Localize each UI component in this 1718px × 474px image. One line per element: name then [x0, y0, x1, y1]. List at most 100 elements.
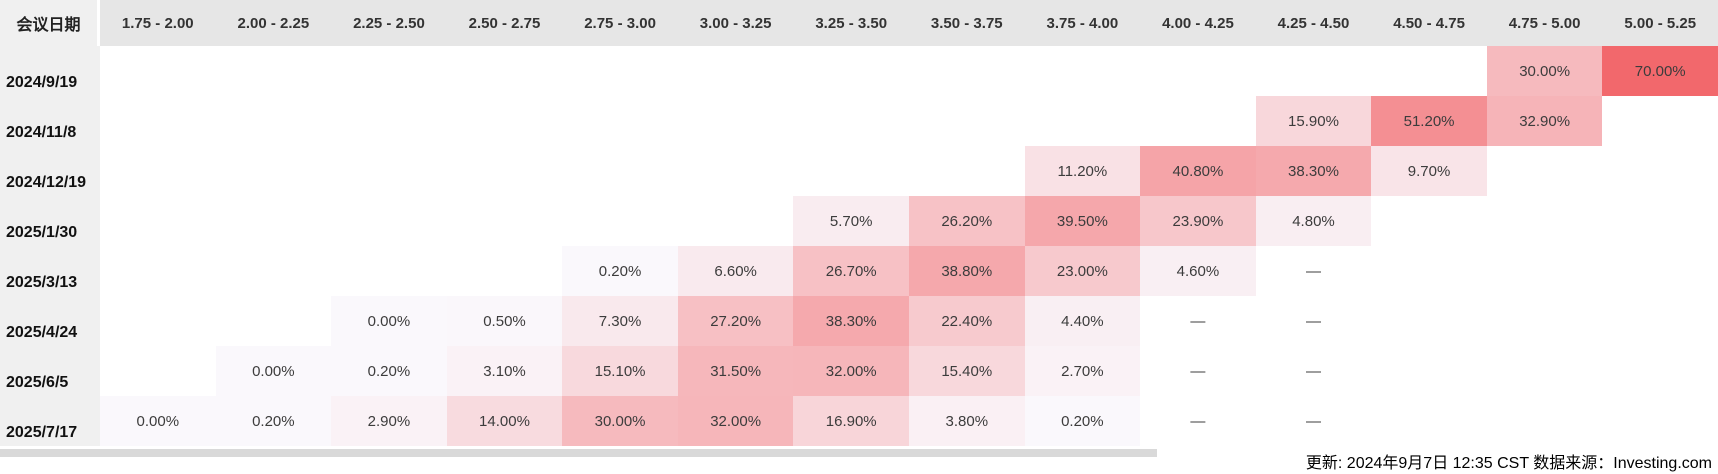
heatmap-cell: 4.40%	[1024, 296, 1141, 346]
heatmap-cell	[793, 46, 909, 96]
heatmap-cell: 5.70%	[793, 196, 909, 246]
column-header: 3.50 - 3.75	[908, 0, 1025, 46]
column-header: 2.00 - 2.25	[215, 0, 332, 46]
row-label: 2025/6/5	[0, 346, 100, 396]
heatmap-cell	[793, 96, 909, 146]
heatmap-cell	[1486, 346, 1603, 396]
heatmap-cell: 38.30%	[1255, 146, 1372, 196]
column-header: 2.75 - 3.00	[562, 0, 678, 46]
heatmap-cell	[331, 96, 447, 146]
heatmap-cell	[677, 146, 794, 196]
heatmap-cell	[446, 246, 563, 296]
heatmap-cell	[1371, 346, 1487, 396]
heatmap-cell: 11.20%	[1024, 146, 1141, 196]
heatmap-cell	[1602, 196, 1718, 246]
heatmap-cell: 6.60%	[677, 246, 794, 296]
heatmap-cell: 7.30%	[562, 296, 678, 346]
heatmap-cell	[1024, 96, 1141, 146]
heatmap-cell	[908, 46, 1025, 96]
heatmap-cell	[446, 146, 563, 196]
heatmap-cell: 26.70%	[793, 246, 909, 296]
column-header: 5.00 - 5.25	[1602, 0, 1718, 46]
row-label: 2025/4/24	[0, 296, 100, 346]
heatmap-cell: 4.60%	[1140, 246, 1256, 296]
heatmap-cell	[1486, 196, 1603, 246]
heatmap-cell: 30.00%	[1486, 46, 1603, 96]
heatmap-cell	[1140, 96, 1256, 146]
heatmap-cell	[100, 246, 216, 296]
heatmap-cell: 16.90%	[793, 396, 909, 446]
heatmap-cell: 27.20%	[677, 296, 794, 346]
heatmap-cell	[1486, 246, 1603, 296]
heatmap-cell: —	[1255, 346, 1372, 396]
heatmap-cell: 32.00%	[677, 396, 794, 446]
heatmap-cell: 38.30%	[793, 296, 909, 346]
horizontal-scrollbar[interactable]	[0, 449, 1157, 457]
heatmap-cell	[1602, 146, 1718, 196]
column-header: 4.00 - 4.25	[1140, 0, 1256, 46]
heatmap-cell	[215, 196, 332, 246]
heatmap-cell	[1140, 46, 1256, 96]
heatmap-cell: 14.00%	[446, 396, 563, 446]
heatmap-cell: 32.90%	[1486, 96, 1603, 146]
heatmap-cell: 22.40%	[908, 296, 1025, 346]
heatmap-cell	[100, 296, 216, 346]
heatmap-cell	[215, 96, 332, 146]
heatmap-cell	[100, 96, 216, 146]
heatmap-cell	[100, 46, 216, 96]
heatmap-cell	[215, 296, 332, 346]
heatmap-cell	[1602, 396, 1718, 446]
heatmap-cell: —	[1140, 396, 1256, 446]
heatmap-cell	[331, 46, 447, 96]
heatmap-cell: 0.20%	[215, 396, 332, 446]
heatmap-cell	[331, 146, 447, 196]
heatmap-cell	[1024, 46, 1141, 96]
heatmap-cell	[562, 96, 678, 146]
heatmap-cell: 0.00%	[331, 296, 447, 346]
heatmap-cell	[1602, 96, 1718, 146]
heatmap-cell	[331, 246, 447, 296]
column-header: 2.50 - 2.75	[446, 0, 563, 46]
heatmap-cell	[1486, 296, 1603, 346]
heatmap-cell	[331, 196, 447, 246]
row-label: 2024/9/19	[0, 46, 100, 96]
heatmap-cell	[1602, 246, 1718, 296]
column-header: 1.75 - 2.00	[100, 0, 216, 46]
heatmap-cell	[100, 346, 216, 396]
heatmap-cell: 15.10%	[562, 346, 678, 396]
heatmap-cell	[1602, 346, 1718, 396]
heatmap-cell: 23.00%	[1024, 246, 1141, 296]
column-header: 3.75 - 4.00	[1024, 0, 1141, 46]
heatmap-cell: 0.00%	[215, 346, 332, 396]
heatmap-cell: 31.50%	[677, 346, 794, 396]
heatmap-cell: —	[1255, 296, 1372, 346]
heatmap-cell	[215, 46, 332, 96]
column-header: 4.50 - 4.75	[1371, 0, 1487, 46]
heatmap-cell: 39.50%	[1024, 196, 1141, 246]
heatmap-cell: —	[1255, 246, 1372, 296]
heatmap-cell: 38.80%	[908, 246, 1025, 296]
column-header: 3.00 - 3.25	[677, 0, 794, 46]
heatmap-cell	[1371, 246, 1487, 296]
heatmap-cell: 3.80%	[908, 396, 1025, 446]
column-header: 4.25 - 4.50	[1255, 0, 1372, 46]
heatmap-cell: 32.00%	[793, 346, 909, 396]
corner-header: 会议日期	[0, 0, 100, 46]
heatmap-cell	[908, 146, 1025, 196]
heatmap-cell	[1371, 396, 1487, 446]
heatmap-cell	[1486, 146, 1603, 196]
row-label: 2024/12/19	[0, 146, 100, 196]
heatmap-cell: 3.10%	[446, 346, 563, 396]
column-header: 2.25 - 2.50	[331, 0, 447, 46]
heatmap-cell: 0.20%	[562, 246, 678, 296]
row-label: 2025/7/17	[0, 396, 100, 446]
heatmap-cell	[215, 246, 332, 296]
heatmap-cell	[562, 146, 678, 196]
heatmap-cell: —	[1255, 396, 1372, 446]
heatmap-cell	[446, 46, 563, 96]
update-timestamp: 更新: 2024年9月7日 12:35 CST 数据来源：Investing.c…	[1305, 455, 1712, 472]
heatmap-cell	[1255, 46, 1372, 96]
heatmap-cell: 26.20%	[908, 196, 1025, 246]
heatmap-cell	[793, 146, 909, 196]
